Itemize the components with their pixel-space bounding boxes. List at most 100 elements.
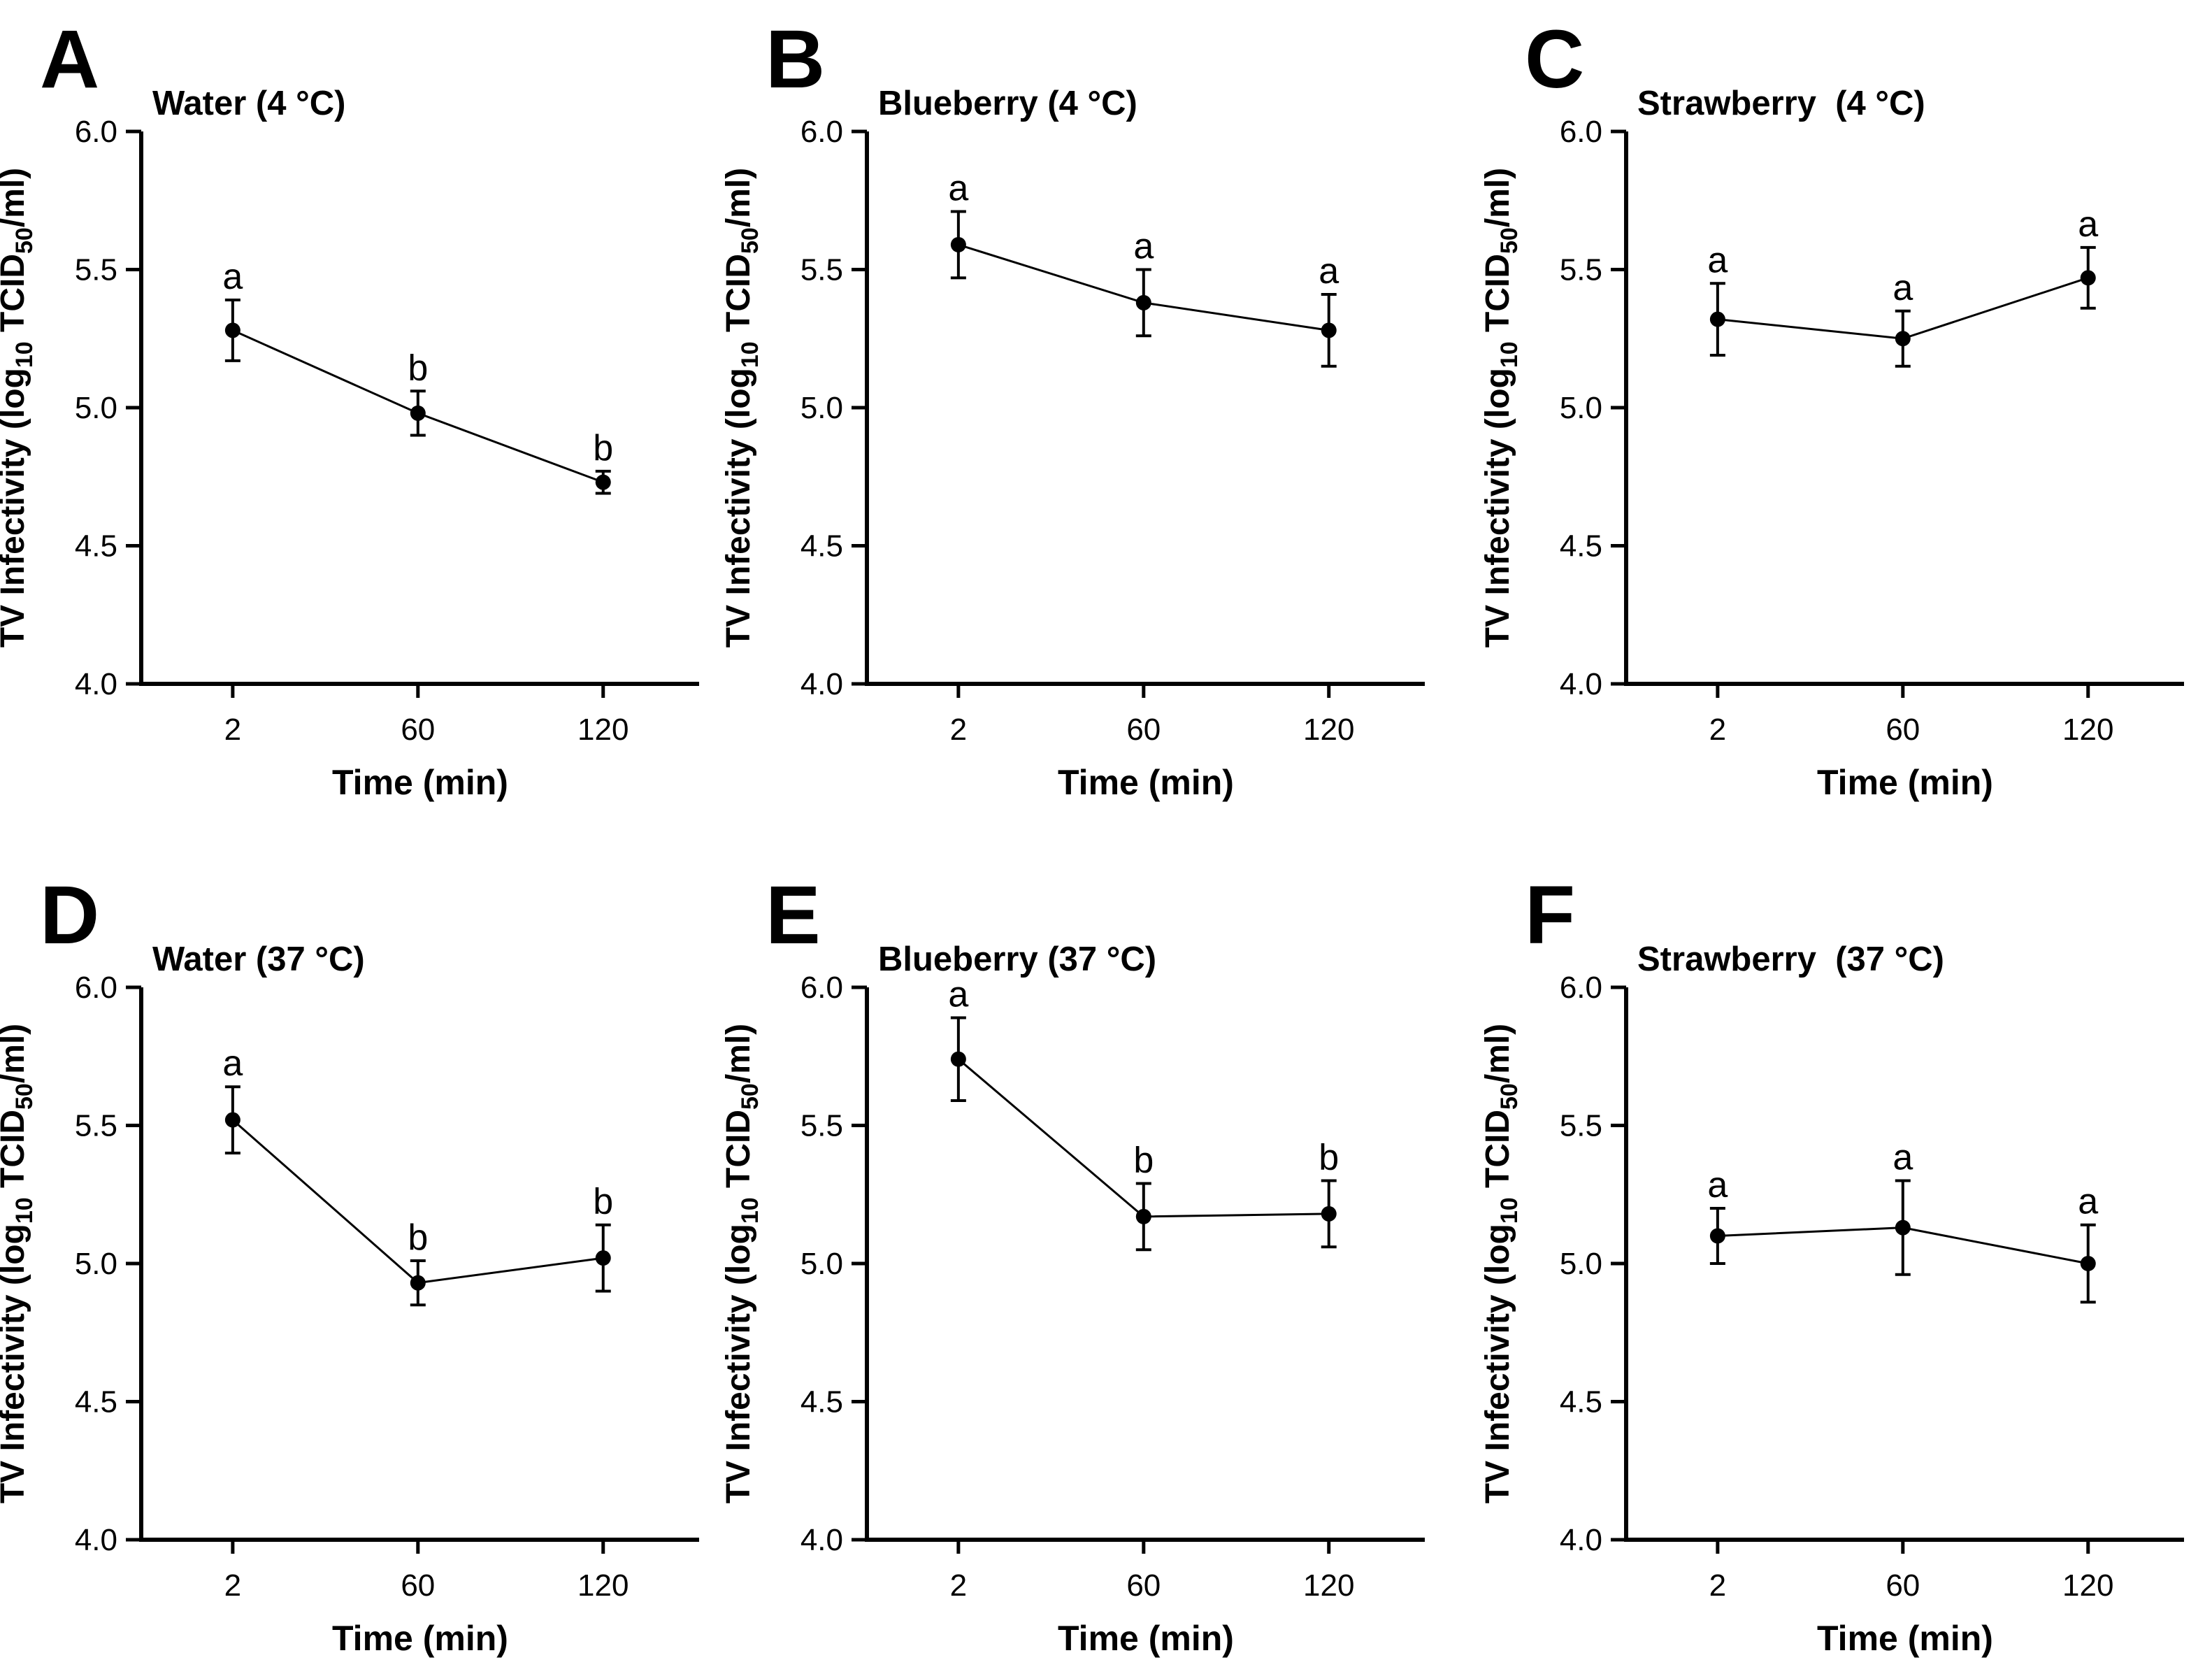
sig-letter: b — [593, 428, 613, 468]
sig-letter: a — [2078, 1182, 2098, 1222]
data-point-group: a — [222, 1043, 243, 1154]
x-tick-label: 60 — [401, 1568, 435, 1603]
y-axis-title-part: 10 — [737, 341, 763, 368]
y-axis-title-part: 50 — [11, 1083, 38, 1110]
y-axis-title-part: TCID — [720, 254, 757, 341]
x-tick-label: 120 — [577, 713, 629, 747]
y-axis-title-part: /ml) — [720, 168, 757, 227]
y-tick-label: 4.5 — [800, 529, 843, 564]
panel-A: A Water (4 °C) 4.0 4.5 5.0 5.5 6.0 2 60 120 Time (… — [0, 13, 699, 802]
panel-letter: B — [766, 13, 825, 106]
sig-letter: a — [1893, 1138, 1913, 1178]
data-marker — [410, 405, 426, 421]
y-tick-label: 5.0 — [75, 391, 117, 425]
data-point-group: b — [593, 1182, 613, 1293]
data-marker — [950, 1051, 966, 1067]
y-tick-label: 6.0 — [75, 115, 117, 149]
y-axis-title-part: /ml) — [1479, 1024, 1516, 1083]
data-marker — [410, 1275, 426, 1291]
data-point-group: a — [1319, 251, 1339, 368]
y-tick-label: 5.5 — [75, 1109, 117, 1143]
y-tick-label: 4.5 — [1560, 529, 1602, 564]
data-marker — [1709, 1228, 1725, 1244]
data-marker — [1135, 294, 1151, 310]
sig-letter: b — [1319, 1138, 1339, 1178]
y-axis-title-part: 10 — [737, 1197, 763, 1224]
data-point-group: a — [948, 974, 968, 1102]
data-point-group: a — [1893, 1138, 1913, 1276]
y-tick-label: 5.5 — [75, 253, 117, 287]
y-axis-title-part: 10 — [11, 1197, 38, 1224]
x-tick-label: 2 — [950, 1568, 967, 1603]
data-marker — [950, 236, 966, 252]
y-tick-label: 6.0 — [800, 971, 843, 1005]
y-axis-title-part: TCID — [720, 1110, 757, 1197]
data-point-group: a — [1707, 240, 1728, 357]
data-point-group: a — [1133, 227, 1154, 338]
x-tick-label: 60 — [1126, 1568, 1161, 1603]
y-axis-title-part: TCID — [0, 254, 31, 341]
y-tick-label: 5.0 — [800, 1247, 843, 1281]
y-tick-label: 4.0 — [75, 667, 117, 701]
x-tick-label: 120 — [1303, 1568, 1354, 1603]
data-point-group: b — [408, 1217, 428, 1307]
y-axis-title-part: TV Infectivity (log — [1479, 1224, 1516, 1503]
x-axis-title: Time (min) — [332, 763, 508, 802]
x-tick-label: 120 — [1303, 713, 1354, 747]
sig-letter: a — [1319, 251, 1339, 292]
x-tick-label: 60 — [401, 713, 435, 747]
panel-title: Water (4 °C) — [152, 85, 345, 122]
sig-letter: b — [1133, 1140, 1154, 1180]
panel-title: Blueberry (4 °C) — [878, 85, 1137, 122]
data-marker — [224, 1112, 240, 1128]
y-tick-label: 4.0 — [75, 1523, 117, 1557]
y-tick-label: 5.5 — [800, 253, 843, 287]
sig-letter: a — [948, 169, 968, 209]
x-tick-label: 60 — [1886, 1568, 1920, 1603]
x-tick-label: 120 — [2062, 713, 2113, 747]
data-marker — [1895, 1219, 1911, 1236]
data-marker — [1135, 1208, 1151, 1224]
panel-letter: F — [1525, 869, 1575, 961]
y-tick-label: 5.5 — [1560, 1109, 1602, 1143]
y-tick-label: 4.0 — [800, 1523, 843, 1557]
y-tick-label: 5.5 — [1560, 253, 1602, 287]
data-marker — [224, 322, 240, 338]
y-tick-label: 6.0 — [1560, 115, 1602, 149]
y-axis-title-part: 50 — [737, 227, 763, 254]
x-axis-title: Time (min) — [332, 1619, 508, 1658]
x-axis-title: Time (min) — [1058, 763, 1234, 802]
y-axis-title-part: TV Infectivity (log — [0, 1224, 31, 1503]
sig-letter: a — [1133, 227, 1154, 267]
y-axis-title-part: 10 — [11, 341, 38, 368]
data-marker — [1321, 1205, 1337, 1222]
series-line — [231, 1119, 603, 1285]
data-point-group: a — [1707, 1165, 1728, 1265]
panel-title: Strawberry (37 °C) — [1637, 940, 1944, 978]
y-axis-title-part: TV Infectivity (log — [720, 1224, 757, 1503]
x-axis-title: Time (min) — [1058, 1619, 1234, 1658]
data-point-group: a — [222, 257, 243, 362]
y-axis-title: TV Infectivity (log10 TCID50/ml) — [720, 1024, 763, 1503]
y-tick-label: 6.0 — [800, 115, 843, 149]
x-tick-label: 120 — [2062, 1568, 2113, 1603]
data-point-group: a — [1893, 268, 1913, 368]
data-marker — [595, 1250, 611, 1266]
panel-E: E Blueberry (37 °C) 4.0 4.5 5.0 5.5 6.0 2 60 120 T… — [720, 869, 1425, 1658]
data-point-group: a — [2078, 204, 2098, 310]
y-tick-label: 4.5 — [800, 1385, 843, 1419]
sig-letter: a — [1893, 268, 1913, 308]
y-tick-label: 6.0 — [1560, 971, 1602, 1005]
y-axis-title-part: TCID — [1479, 254, 1516, 341]
y-tick-label: 4.0 — [1560, 1523, 1602, 1557]
panel-title: Strawberry (4 °C) — [1637, 85, 1925, 122]
x-axis-title: Time (min) — [1817, 763, 1993, 802]
y-axis-title: TV Infectivity (log10 TCID50/ml) — [720, 168, 763, 647]
y-axis-title-part: TV Infectivity (log — [720, 368, 757, 647]
x-tick-label: 120 — [577, 1568, 629, 1603]
data-marker — [2080, 270, 2096, 286]
panel-F: F Strawberry (37 °C) 4.0 4.5 5.0 5.5 6.0 2 60 120… — [1479, 869, 2184, 1658]
y-axis-title-part: 50 — [1496, 227, 1523, 254]
